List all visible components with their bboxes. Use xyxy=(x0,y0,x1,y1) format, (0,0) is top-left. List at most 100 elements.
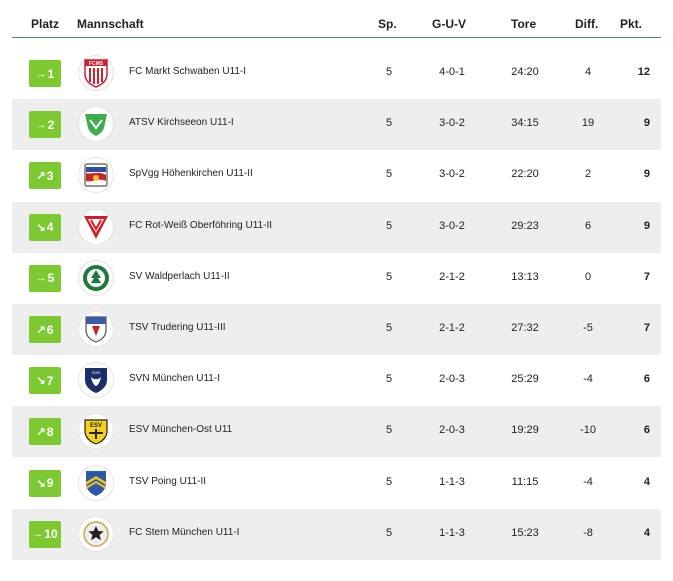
svn-crest-icon[interactable]: SVN xyxy=(79,363,113,398)
goals: 15:23 xyxy=(511,526,539,539)
table-row[interactable]: ↗ 3 SpVgg Höhenkirchen U11-II 5 3-0-2 22:20 2 9 xyxy=(12,150,661,201)
win-draw-loss: 4-0-1 xyxy=(439,66,465,78)
points: 7 xyxy=(643,270,650,283)
atsv-crest-icon[interactable] xyxy=(79,107,113,142)
goal-difference: -4 xyxy=(583,475,593,488)
goal-difference: 19 xyxy=(581,117,595,130)
table-row[interactable]: → 5 SV Waldperlach U11-II 5 2-1-2 13:13 0 7 xyxy=(12,253,661,304)
header-divider xyxy=(12,37,661,38)
rank-number: 10 xyxy=(44,527,58,542)
rank-badge: → 5 xyxy=(29,264,61,292)
arrow-up-right-icon: ↗ xyxy=(36,426,46,439)
rank-number: 8 xyxy=(46,424,54,439)
rank-badge: → 1 xyxy=(29,60,61,87)
rank-number: 7 xyxy=(46,373,54,388)
table-row[interactable]: ↘ 9 TSV Poing U11-II 5 1-1-3 11:15 -4 4 xyxy=(12,458,661,509)
svg-text:FCMS: FCMS xyxy=(89,61,104,67)
win-draw-loss: 2-0-3 xyxy=(439,424,465,437)
fcms-crest-icon[interactable]: FCMS xyxy=(79,56,113,90)
header-platz[interactable]: Platz xyxy=(31,17,60,31)
header-sp[interactable]: Sp. xyxy=(378,17,397,31)
rank-badge: ↘ 7 xyxy=(29,367,61,395)
team-name-link[interactable]: FC Markt Schwaben U11-I xyxy=(129,66,247,77)
team-name-link[interactable]: FC Rot-Weiß Oberföhring U11-II xyxy=(129,219,273,231)
rank-badge: ↘ 9 xyxy=(29,469,61,497)
points: 7 xyxy=(643,322,650,334)
points: 12 xyxy=(637,66,650,78)
goal-difference: -4 xyxy=(583,373,593,386)
header-pkt[interactable]: Pkt. xyxy=(620,17,643,31)
svg-text:SVN: SVN xyxy=(92,370,100,375)
rank-number: 6 xyxy=(46,322,54,337)
rank-number: 5 xyxy=(47,271,55,286)
goal-difference: -5 xyxy=(583,322,593,334)
points: 9 xyxy=(643,219,650,232)
points: 4 xyxy=(643,475,650,488)
rank-number: 3 xyxy=(46,168,54,183)
arrow-right-icon: → xyxy=(35,67,47,80)
win-draw-loss: 2-1-2 xyxy=(439,270,465,283)
table-row[interactable]: ↘ 4 FC Rot-Weiß Oberföhring U11-II 5 3-0-2 29… xyxy=(12,201,661,253)
goals: 24:20 xyxy=(511,66,539,78)
header-guv[interactable]: G-U-V xyxy=(432,17,466,31)
win-draw-loss: 3-0-2 xyxy=(439,219,465,232)
points: 9 xyxy=(643,168,650,181)
arrow-down-right-icon: ↘ xyxy=(36,375,46,388)
goal-difference: -10 xyxy=(580,424,596,437)
win-draw-loss: 3-0-2 xyxy=(439,117,465,130)
games-played: 5 xyxy=(385,373,393,386)
points: 4 xyxy=(643,526,650,539)
rank-badge: ↘ 4 xyxy=(29,213,61,241)
table-header: Platz Mannschaft Sp. G-U-V Tore Diff. Pk… xyxy=(0,0,673,38)
rank-badge: → 2 xyxy=(29,111,61,139)
goal-difference: 2 xyxy=(584,168,592,181)
team-name-link[interactable]: TSV Trudering U11-III xyxy=(129,322,226,333)
header-mannschaft[interactable]: Mannschaft xyxy=(77,17,144,31)
table-row[interactable]: ↗ 8 ESV ESV München-Ost U11 5 2-0-3 19:29 -10 6 xyxy=(12,406,661,458)
rank-badge: ↗ 8 xyxy=(29,418,61,446)
goal-difference: 4 xyxy=(584,66,592,78)
games-played: 5 xyxy=(385,117,393,130)
rank-badge: → 10 xyxy=(29,520,61,548)
rank-badge: ↗ 6 xyxy=(29,316,61,343)
goals: 29:23 xyxy=(511,219,539,232)
goals: 11:15 xyxy=(511,475,539,488)
rank-badge: ↗ 3 xyxy=(29,162,61,190)
games-played: 5 xyxy=(385,322,393,334)
arrow-up-right-icon: ↗ xyxy=(36,324,46,336)
table-row[interactable]: ↘ 7 SVN SVN München U11-I 5 2-0-3 25:29 -4 6 xyxy=(12,355,661,406)
games-played: 5 xyxy=(385,526,393,539)
team-name-link[interactable]: ATSV Kirchseeon U11-I xyxy=(129,117,234,129)
table-row[interactable]: → 2 ATSV Kirchseeon U11-I 5 3-0-2 34:15 19 9 xyxy=(12,99,661,151)
win-draw-loss: 3-0-2 xyxy=(439,168,465,181)
table-row[interactable]: ↗ 6 TSV Trudering U11-III 5 2-1-2 27:32 -5 7 xyxy=(12,304,661,355)
games-played: 5 xyxy=(385,270,393,283)
tsv-trudering-crest-icon[interactable] xyxy=(79,312,113,346)
header-tore[interactable]: Tore xyxy=(511,17,537,31)
tsv-poing-crest-icon[interactable] xyxy=(79,465,113,500)
rank-number: 2 xyxy=(47,117,55,132)
goals: 13:13 xyxy=(511,270,539,283)
rank-number: 9 xyxy=(46,476,54,491)
header-diff[interactable]: Diff. xyxy=(575,17,599,31)
points: 6 xyxy=(643,424,650,437)
rank-number: 1 xyxy=(47,66,55,81)
fcrw-crest-icon[interactable] xyxy=(79,209,113,244)
arrow-right-icon: → xyxy=(32,528,44,541)
fc-stern-crest-icon[interactable] xyxy=(79,516,113,551)
team-name-link[interactable]: FC Stern München U11-I xyxy=(129,526,240,538)
team-name-link[interactable]: SVN München U11-I xyxy=(129,373,220,385)
team-name-link[interactable]: SpVgg Höhenkirchen U11-II xyxy=(129,168,253,180)
team-name-link[interactable]: ESV München-Ost U11 xyxy=(129,424,233,436)
arrow-up-right-icon: ↗ xyxy=(36,170,46,183)
table-row[interactable]: → 10 FC Stern München U11-I 5 1-1-3 15:23 -8 4 xyxy=(12,508,661,560)
goals: 19:29 xyxy=(511,424,539,437)
svw-crest-icon[interactable] xyxy=(79,260,113,295)
goals: 22:20 xyxy=(511,168,539,181)
spvgg-crest-icon[interactable] xyxy=(79,158,113,193)
table-row[interactable]: → 1 FCMS FC Markt Schwaben U11-I 5 4-0-1 24:20… xyxy=(12,48,661,99)
team-name-link[interactable]: TSV Poing U11-II xyxy=(129,475,207,487)
esv-crest-icon[interactable]: ESV xyxy=(79,414,113,449)
team-name-link[interactable]: SV Waldperlach U11-II xyxy=(129,270,230,282)
arrow-down-right-icon: ↘ xyxy=(36,477,46,490)
